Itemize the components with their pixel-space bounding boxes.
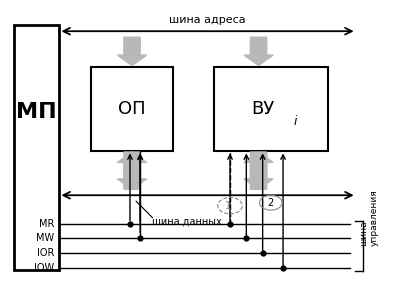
Text: шина
управления: шина управления [359, 189, 379, 246]
FancyArrow shape [244, 37, 273, 66]
Text: MW: MW [36, 234, 55, 244]
Text: IOR: IOR [37, 248, 55, 258]
FancyArrow shape [244, 152, 273, 189]
Text: ОП: ОП [118, 100, 146, 118]
Text: шина данных: шина данных [152, 217, 222, 227]
Text: 2: 2 [268, 198, 274, 208]
Text: шина адреса: шина адреса [169, 15, 246, 25]
FancyBboxPatch shape [14, 25, 58, 270]
Text: MR: MR [39, 219, 55, 228]
FancyBboxPatch shape [214, 67, 328, 150]
Text: 1: 1 [225, 201, 231, 211]
Text: МП: МП [16, 102, 56, 122]
Text: IOW: IOW [35, 263, 55, 273]
Text: $i$: $i$ [293, 114, 298, 128]
FancyBboxPatch shape [91, 67, 173, 150]
Text: ВУ: ВУ [251, 100, 274, 118]
FancyArrow shape [244, 152, 273, 189]
FancyArrow shape [117, 152, 147, 189]
FancyArrow shape [117, 152, 147, 189]
FancyArrow shape [117, 37, 147, 66]
